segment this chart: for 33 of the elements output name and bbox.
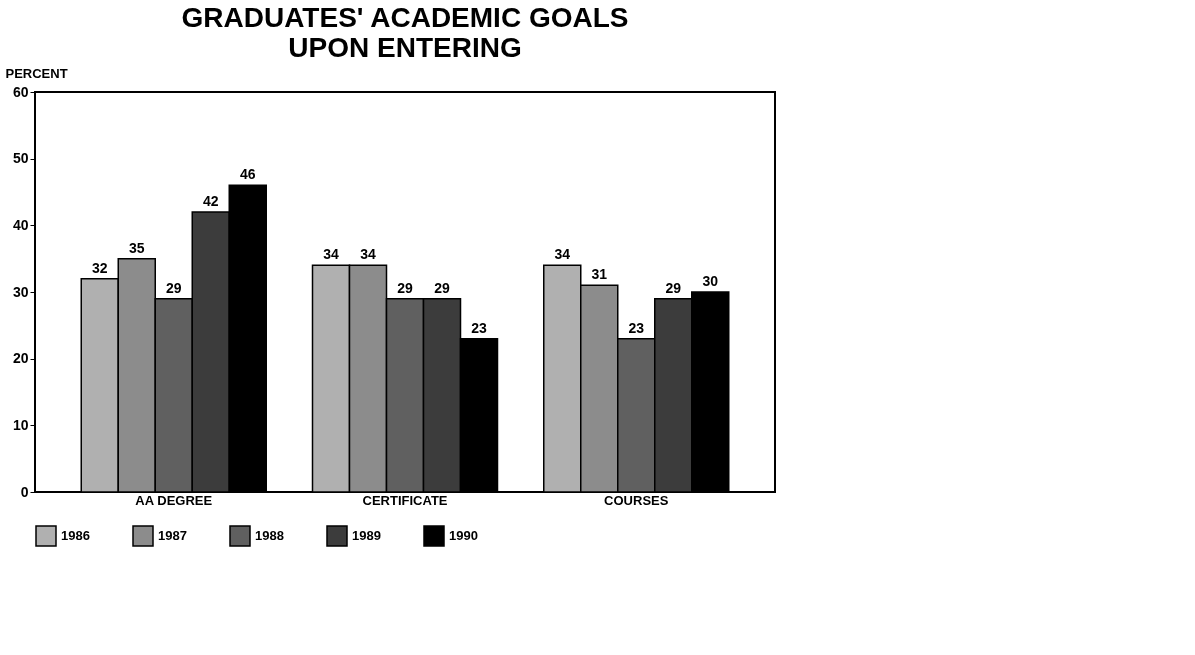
y-tick-label: 60 bbox=[12, 83, 29, 100]
legend-label: 1986 bbox=[61, 528, 90, 543]
data-label: 29 bbox=[397, 279, 413, 296]
y-tick-label: 0 bbox=[20, 483, 29, 500]
legend-label: 1987 bbox=[158, 528, 187, 543]
data-label: 35 bbox=[128, 239, 145, 256]
data-label: 32 bbox=[91, 259, 108, 276]
legend-label: 1990 bbox=[449, 528, 478, 543]
text: GRADUATES' ACADEMIC GOALS bbox=[181, 2, 629, 33]
data-label: 30 bbox=[702, 273, 719, 289]
data-label: 23 bbox=[628, 319, 645, 336]
x-tick-label: CERTIFICATE bbox=[362, 492, 448, 508]
data-label: 42 bbox=[202, 193, 219, 209]
y-tick-label: 40 bbox=[12, 216, 29, 233]
data-label: 29 bbox=[665, 279, 682, 296]
data-label: 31 bbox=[591, 266, 608, 283]
data-label: 46 bbox=[239, 166, 256, 183]
y-tick-label: 10 bbox=[12, 416, 29, 433]
legend-label: 1988 bbox=[255, 528, 284, 543]
data-label: 29 bbox=[434, 279, 450, 296]
y-tick-label: 20 bbox=[12, 350, 29, 367]
y-axis-title: PERCENT bbox=[5, 65, 68, 81]
y-tick-label: 50 bbox=[12, 150, 29, 167]
data-label: 34 bbox=[360, 246, 376, 263]
legend-label: 1989 bbox=[352, 528, 381, 543]
data-label: 29 bbox=[165, 279, 182, 296]
y-tick-label: 30 bbox=[12, 283, 29, 300]
text: UPON ENTERING bbox=[288, 32, 522, 63]
data-label: 34 bbox=[323, 246, 339, 263]
data-label: 34 bbox=[554, 246, 571, 263]
x-tick-label: COURSES bbox=[604, 492, 669, 508]
data-label: 23 bbox=[471, 319, 487, 336]
x-tick-label: AA DEGREE bbox=[135, 492, 213, 508]
